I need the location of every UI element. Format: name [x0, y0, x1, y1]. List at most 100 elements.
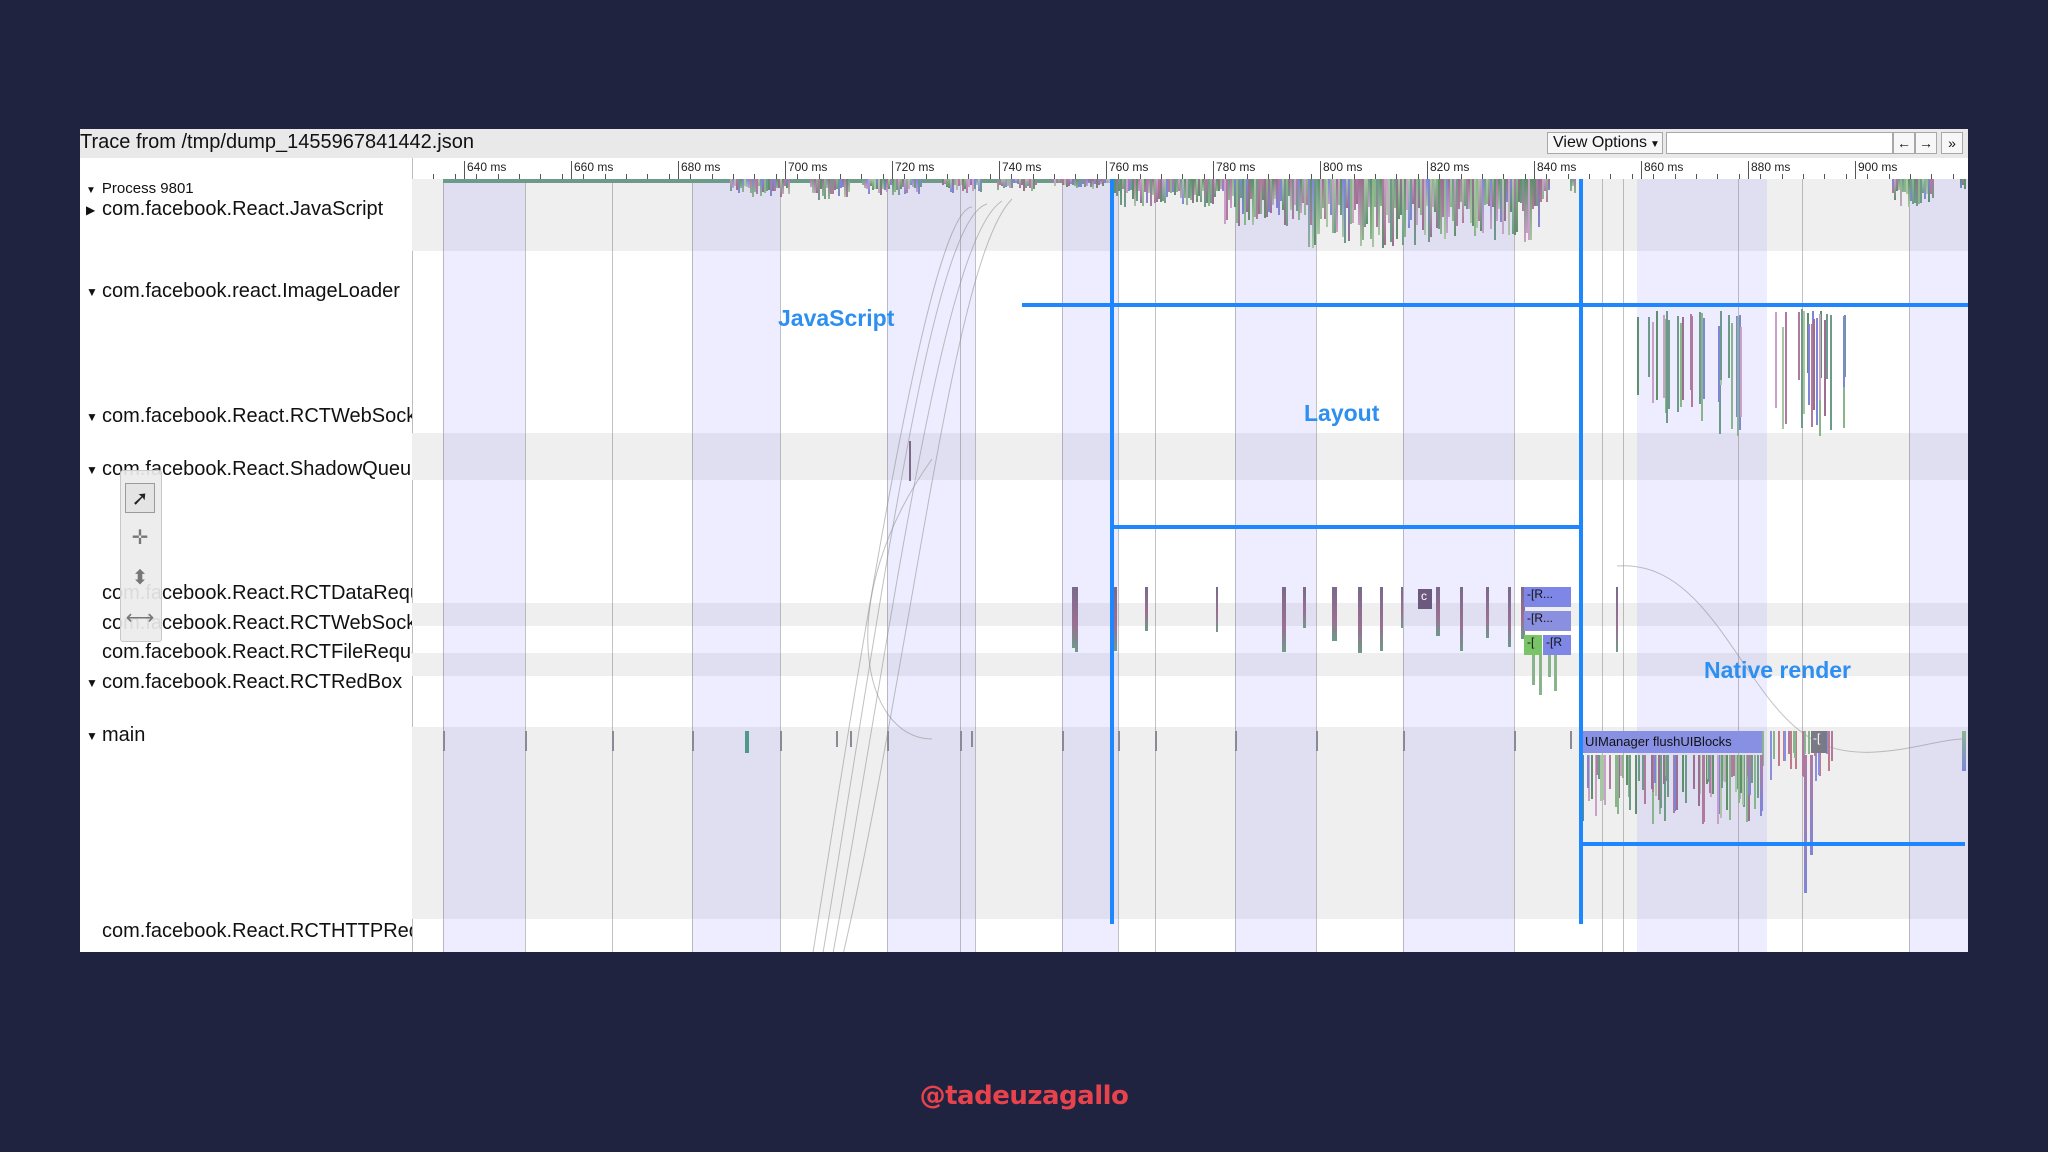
js-call-stack[interactable] — [1384, 179, 1386, 245]
js-call-stack[interactable] — [906, 179, 908, 193]
js-call-stack[interactable] — [1900, 179, 1902, 206]
js-call-stack[interactable] — [1396, 179, 1398, 239]
main-thread-event[interactable] — [1778, 731, 1780, 766]
js-call-stack[interactable] — [744, 179, 746, 186]
js-call-stack[interactable] — [1926, 179, 1928, 194]
js-call-stack[interactable] — [1314, 179, 1316, 245]
js-call-stack[interactable] — [754, 179, 756, 192]
js-call-stack[interactable] — [1278, 179, 1280, 215]
js-call-stack[interactable] — [1434, 179, 1436, 212]
js-call-stack[interactable] — [1140, 179, 1142, 203]
shadow-queue-event[interactable] — [1436, 587, 1440, 636]
js-call-stack[interactable] — [1254, 179, 1256, 217]
js-call-stack[interactable] — [944, 179, 946, 184]
flush-child-event[interactable] — [1652, 755, 1654, 792]
js-call-stack[interactable] — [1192, 179, 1194, 203]
track-label[interactable]: ▼ com.facebook.React.ShadowQueue — [86, 458, 412, 481]
js-call-stack[interactable] — [1336, 179, 1338, 232]
js-call-stack[interactable] — [1892, 179, 1894, 193]
js-call-stack[interactable] — [1424, 179, 1426, 235]
js-call-stack[interactable] — [1450, 179, 1452, 207]
js-call-stack[interactable] — [1920, 179, 1922, 203]
js-call-stack[interactable] — [1246, 179, 1248, 212]
js-call-stack[interactable] — [954, 179, 956, 185]
flush-child-event[interactable] — [1712, 755, 1714, 794]
js-call-stack[interactable] — [908, 179, 910, 189]
flush-child-event[interactable] — [1685, 755, 1687, 803]
search-input[interactable] — [1666, 132, 1893, 154]
js-call-stack[interactable] — [1340, 179, 1342, 215]
js-call-stack[interactable] — [1960, 179, 1962, 188]
js-call-stack[interactable] — [1404, 179, 1406, 237]
js-call-stack[interactable] — [1506, 179, 1508, 202]
js-call-stack[interactable] — [750, 179, 752, 193]
js-call-stack[interactable] — [1446, 179, 1448, 233]
js-call-stack[interactable] — [830, 179, 832, 194]
track-label[interactable]: ▼ main — [86, 724, 412, 747]
flush-child-event[interactable] — [1651, 755, 1653, 789]
flush-child-event[interactable] — [1708, 755, 1710, 782]
main-thread-event[interactable] — [745, 731, 749, 753]
js-call-stack[interactable] — [1470, 179, 1472, 223]
js-call-stack[interactable] — [1468, 179, 1470, 209]
js-call-stack[interactable] — [1398, 179, 1400, 219]
js-call-stack[interactable] — [848, 179, 850, 192]
js-call-stack[interactable] — [1102, 179, 1104, 186]
js-call-stack[interactable] — [1098, 179, 1100, 185]
js-call-stack[interactable] — [1106, 179, 1108, 183]
main-thread-event[interactable] — [1784, 731, 1786, 761]
js-call-stack[interactable] — [1356, 179, 1358, 204]
slice-mini[interactable]: -[ — [1811, 731, 1827, 753]
js-call-stack[interactable] — [1512, 179, 1514, 234]
js-call-stack[interactable] — [1234, 179, 1236, 207]
js-call-stack[interactable] — [1152, 179, 1154, 195]
flush-child-event[interactable] — [1702, 755, 1704, 824]
js-call-stack[interactable] — [1902, 179, 1904, 192]
flush-child-event[interactable] — [1582, 755, 1584, 821]
js-call-stack[interactable] — [1176, 179, 1178, 192]
image-load-event[interactable] — [1677, 316, 1679, 412]
js-call-stack[interactable] — [1298, 179, 1300, 220]
js-call-stack[interactable] — [820, 179, 822, 189]
flush-child-event[interactable] — [1609, 755, 1611, 789]
image-load-event[interactable] — [1820, 311, 1822, 378]
js-call-stack[interactable] — [918, 179, 920, 194]
js-call-stack[interactable] — [1142, 179, 1144, 206]
flush-child-event[interactable] — [1726, 755, 1728, 810]
js-call-stack[interactable] — [884, 179, 886, 190]
image-load-event[interactable] — [1731, 323, 1733, 429]
js-call-stack[interactable] — [1486, 179, 1488, 204]
js-call-stack[interactable] — [1354, 179, 1356, 210]
flush-child-event[interactable] — [1588, 755, 1590, 801]
main-thread-event[interactable] — [1795, 731, 1797, 769]
flush-child-event[interactable] — [1620, 755, 1622, 776]
image-load-event[interactable] — [1728, 315, 1730, 378]
js-call-stack[interactable] — [1374, 179, 1376, 207]
shadow-queue-event[interactable] — [1521, 587, 1525, 639]
more-button[interactable]: » — [1941, 132, 1963, 154]
image-load-event[interactable] — [1720, 311, 1722, 380]
js-call-stack[interactable] — [1242, 179, 1244, 214]
js-call-stack[interactable] — [1078, 179, 1080, 187]
js-call-stack[interactable] — [766, 179, 768, 191]
js-call-stack[interactable] — [1350, 179, 1352, 224]
image-load-event[interactable] — [1680, 323, 1682, 407]
image-load-event[interactable] — [1813, 319, 1815, 410]
js-call-stack[interactable] — [1518, 179, 1520, 202]
js-call-stack[interactable] — [774, 179, 776, 191]
js-call-stack[interactable] — [1003, 179, 1005, 188]
js-call-stack[interactable] — [978, 179, 980, 191]
track-label[interactable]: com.facebook.React.RCTWebSocket — [86, 612, 412, 635]
js-call-stack[interactable] — [1124, 179, 1126, 207]
js-call-stack[interactable] — [904, 179, 906, 194]
shadow-queue-event[interactable] — [1460, 587, 1463, 651]
flush-child-event[interactable] — [1736, 755, 1738, 789]
flush-child-event[interactable] — [1663, 755, 1665, 784]
main-thread-event[interactable] — [1155, 731, 1157, 751]
js-call-stack[interactable] — [1916, 179, 1918, 206]
flush-child-event[interactable] — [1622, 755, 1624, 778]
js-call-stack[interactable] — [1534, 179, 1536, 206]
main-thread-event[interactable] — [1790, 731, 1792, 769]
track-label[interactable]: ▼ com.facebook.React.RCTRedBox — [86, 671, 412, 694]
js-call-stack[interactable] — [1200, 179, 1202, 202]
